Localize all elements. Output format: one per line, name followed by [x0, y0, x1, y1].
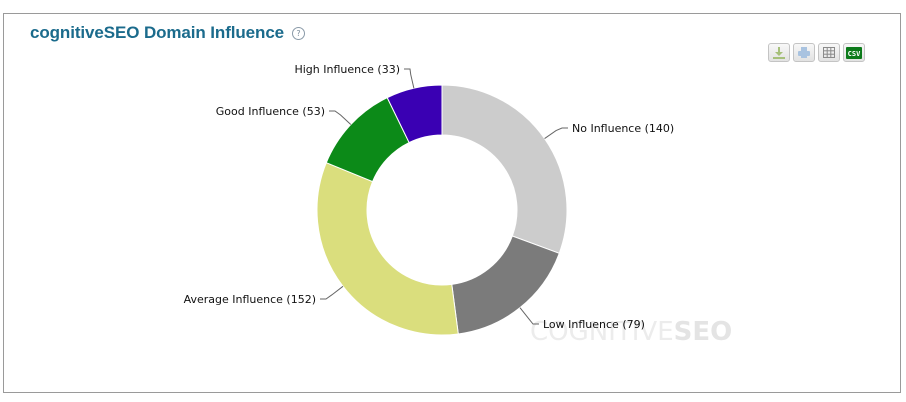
label-connectors	[320, 68, 568, 325]
download-icon	[773, 47, 785, 59]
print-icon	[798, 47, 810, 58]
svg-text:CSV: CSV	[848, 50, 861, 58]
print-button[interactable]	[793, 43, 815, 62]
data-label: Average Influence (152)	[184, 293, 316, 306]
data-label: High Influence (33)	[294, 63, 400, 76]
csv-icon: CSV	[846, 46, 862, 59]
connector-line	[329, 110, 352, 125]
connector-line	[404, 68, 415, 89]
export-toolbar: CSV	[768, 43, 865, 62]
donut-slices	[316, 84, 568, 336]
help-icon[interactable]: ?	[292, 26, 306, 40]
watermark-light: COGNITIVE	[530, 317, 674, 347]
connector-line	[519, 307, 539, 325]
data-labels: No Influence (140) Low Influence (79) Aver…	[184, 63, 675, 331]
data-label: Good Influence (53)	[216, 105, 325, 118]
title-row: cognitiveSEO Domain Influence ?	[30, 23, 306, 43]
connector-line	[320, 285, 344, 300]
download-button[interactable]	[768, 43, 790, 62]
chart-title: cognitiveSEO Domain Influence	[30, 23, 285, 42]
watermark-bold: SEO	[673, 317, 733, 347]
data-label: No Influence (140)	[572, 122, 674, 135]
slice-average-influence[interactable]	[316, 162, 459, 336]
connector-line	[544, 127, 568, 139]
slice-no-influence[interactable]	[441, 84, 568, 254]
slice-high-influence[interactable]	[386, 84, 443, 144]
data-label: Low Influence (79)	[543, 318, 645, 331]
table-button[interactable]	[818, 43, 840, 62]
csv-button[interactable]: CSV	[843, 43, 865, 62]
grid-icon	[823, 47, 835, 58]
cognitiveseo-watermark: COGNITIVESEO	[530, 317, 732, 347]
